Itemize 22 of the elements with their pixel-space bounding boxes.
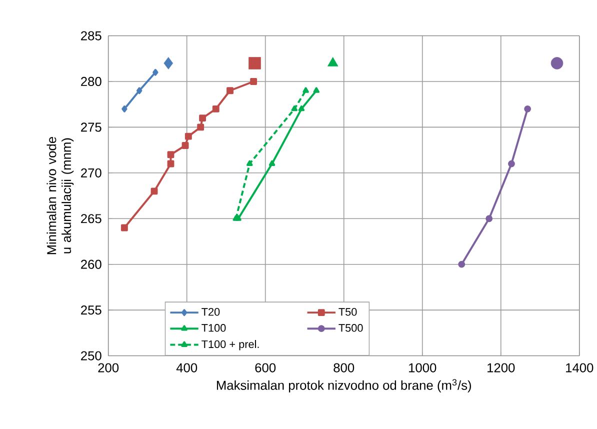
legend-label: T500 — [338, 324, 363, 332]
y-tick-label: 255 — [81, 305, 102, 314]
y-axis-title: Minimalan nivo vode u akumulaciji (mnm) — [46, 136, 74, 254]
y-tick-label: 280 — [81, 76, 102, 86]
x-axis-title: Maksimalan protok nizvodno od brane (m$^{3}$/s) — [216, 378, 472, 392]
legend-label: T50 — [338, 308, 357, 316]
y-tick-label: 275 — [81, 122, 102, 132]
x-tick-label: 400 — [176, 363, 198, 372]
x-tick-label: 600 — [255, 363, 276, 372]
x-tick-label: 1400 — [566, 363, 594, 372]
y-tick-label: 260 — [81, 260, 102, 269]
x-tick-label: 800 — [334, 363, 354, 372]
y-tick-label: 250 — [81, 351, 102, 360]
y-tick-label: 285 — [81, 31, 102, 40]
legend-label: T100 + prel. — [202, 340, 259, 350]
legend-label: T100 — [202, 324, 226, 332]
x-tick-label: 1000 — [409, 363, 436, 372]
y-tick-label: 270 — [81, 168, 102, 178]
y-tick-label: 265 — [81, 214, 102, 224]
x-tick-label: 200 — [98, 363, 119, 372]
x-tick-label: 1200 — [488, 363, 515, 372]
legend-label: T20 — [202, 308, 220, 316]
